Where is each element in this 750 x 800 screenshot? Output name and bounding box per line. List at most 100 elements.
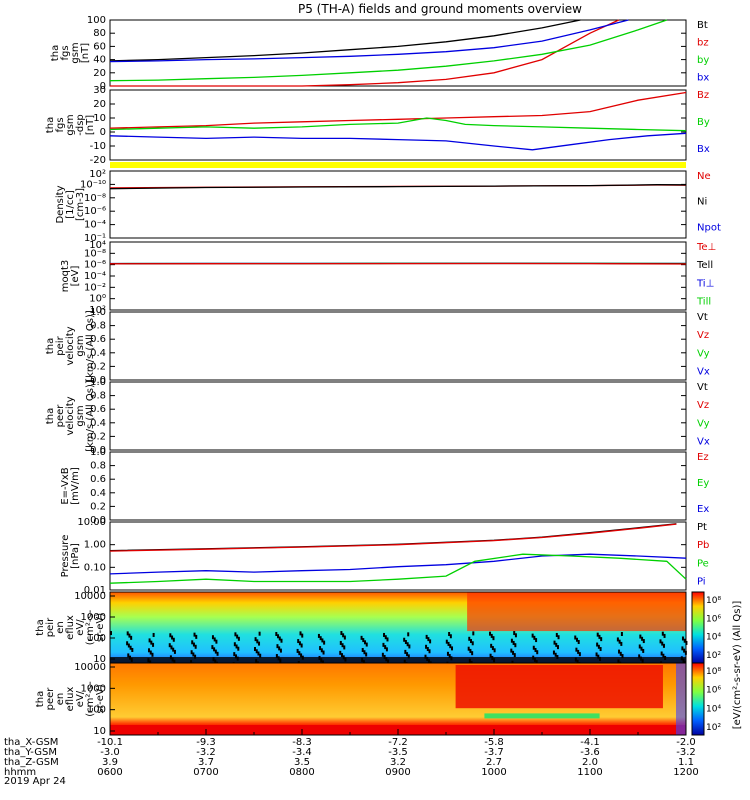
speckle-mark: [128, 633, 131, 638]
speckle-mark: [298, 651, 301, 656]
y-tick-label: 10⁻¹: [84, 233, 106, 244]
panel-peir-velocity: 0.0 0.2 0.4 0.6 0.8 1.0 Vt Vz Vy Vx thapeirvelocit…: [45, 307, 710, 386]
speckle-mark: [663, 633, 666, 638]
speckle-mark: [340, 653, 343, 658]
speckle-mark: [236, 634, 239, 639]
series-line-bz: [110, 19, 620, 87]
y-tick-label: 1000: [81, 683, 106, 694]
speckle-mark: [364, 640, 367, 645]
speckle-mark: [339, 640, 342, 645]
y-axis-label: thapeerenefluxeV/(cm²-s-sr-eV): [35, 681, 106, 717]
speckle-mark: [255, 649, 258, 654]
y-axis-label-line: [mV/m]: [70, 467, 81, 505]
y-axis-label-line: eflux: [65, 615, 76, 640]
speckle-mark: [216, 651, 219, 656]
y-tick-label: 1.0: [90, 307, 106, 318]
y-axis-label-line: eflux: [65, 687, 76, 712]
colorbar-tick-label: 10⁶: [706, 614, 721, 624]
panel-peir-eflux: 10 100 1000 10000 10² 10⁴ 10⁶ 10⁸ [eV/(cm²-s-sr-…: [35, 591, 743, 729]
y-tick-label: 10: [93, 113, 106, 124]
y-axis-label: Density[1/cc][cm-3]: [55, 185, 86, 223]
speckle-mark: [468, 636, 471, 641]
x-axis-value: -2.0: [676, 737, 696, 748]
x-axis-value: 3.5: [294, 757, 310, 768]
y-axis-label-line: sr-eV): [95, 684, 106, 713]
y-tick-label: 10000: [74, 591, 106, 602]
colorbar-tick-label: 10⁴: [706, 633, 721, 643]
speckle-mark: [683, 648, 686, 653]
speckle-mark: [404, 639, 407, 644]
speckle-mark: [254, 647, 256, 652]
speckle-mark: [449, 634, 452, 639]
y-tick-label: 10⁻⁶: [84, 260, 106, 271]
panel-frame: [109, 311, 687, 381]
speckle-mark: [513, 653, 516, 658]
speckle-mark: [577, 649, 580, 654]
speckle-mark: [386, 637, 389, 642]
y-tick-label: 0.8: [90, 391, 106, 402]
panel-fgs-comp: -20 -10 0 10 20 30 Bz By Bx thafgsgsm-dsp[nT]: [45, 85, 710, 168]
speckle-mark: [555, 642, 558, 647]
legend-entry: Ex: [697, 504, 709, 515]
speckle-mark: [171, 635, 174, 640]
y-tick-label: 0: [100, 127, 106, 138]
y-tick-label: 0.6: [90, 474, 106, 485]
speckle-mark: [192, 642, 195, 647]
speckle-mark: [513, 631, 516, 636]
speckle-mark: [214, 649, 217, 654]
y-tick-label: 0.8: [90, 321, 106, 332]
colorbar-label: [eV/(cm²-s-sr-eV) (All Qs)]: [732, 601, 743, 730]
series-line-bx: [109, 19, 629, 63]
legend-entry: Vt: [697, 382, 708, 393]
speckle-mark: [126, 631, 129, 636]
speckle-mark: [339, 650, 342, 655]
x-axis-value: 1000: [481, 767, 506, 778]
y-tick-label: 0.6: [90, 334, 106, 345]
speckle-mark: [299, 631, 302, 636]
legend-entry: Npot: [697, 222, 721, 233]
y-tick-label: 10: [93, 726, 106, 737]
speckle-mark: [514, 633, 517, 638]
y-tick-label: 10⁰: [89, 294, 106, 305]
speckle-mark: [533, 635, 536, 640]
speckle-mark: [406, 642, 409, 647]
heatmap-edge: [676, 663, 686, 735]
y-tick-label: 0.10: [84, 562, 106, 573]
speckle-mark: [467, 646, 470, 651]
speckle-mark: [279, 648, 282, 653]
legend-entry: Ni: [697, 197, 707, 208]
panel-frame: [109, 19, 687, 87]
x-axis-value: 3.2: [390, 757, 406, 768]
x-axis-value: -3.4: [292, 747, 312, 758]
speckle-mark: [683, 638, 686, 643]
y-tick-label: 10⁻⁸: [84, 193, 106, 204]
speckle-mark: [234, 654, 237, 659]
speckle-mark: [195, 634, 198, 639]
y-tick-label: 10²: [89, 169, 106, 180]
speckle-mark: [642, 648, 645, 653]
speckle-mark: [471, 641, 474, 646]
speckle-mark: [448, 654, 451, 659]
speckle-mark: [300, 653, 303, 658]
y-tick-label: 0.2: [90, 501, 106, 512]
legend-entry: By: [697, 117, 710, 128]
speckle-mark: [235, 644, 238, 649]
y-axis-label-line: [nT]: [80, 43, 91, 63]
speckle-mark: [425, 634, 428, 639]
speckle-mark: [278, 636, 281, 641]
y-tick-label: -10: [90, 141, 106, 152]
speckle-mark: [491, 646, 494, 651]
yellow-status-bar: [110, 162, 686, 168]
speckle-mark: [574, 635, 577, 640]
speckle-mark: [151, 652, 154, 657]
panel-frame: [109, 451, 687, 521]
legend-entry: Pi: [697, 577, 706, 588]
y-axis-label-line: (cm²-s-: [85, 609, 96, 645]
colorbar-tick-label: 10²: [706, 651, 721, 661]
legend-entry: Ne: [697, 171, 711, 182]
x-axis-value: 1.1: [678, 757, 694, 768]
speckle-mark: [363, 650, 366, 655]
y-tick-label: 0.0: [90, 515, 106, 526]
x-axis-value: 0600: [97, 767, 122, 778]
speckle-mark: [659, 639, 662, 644]
